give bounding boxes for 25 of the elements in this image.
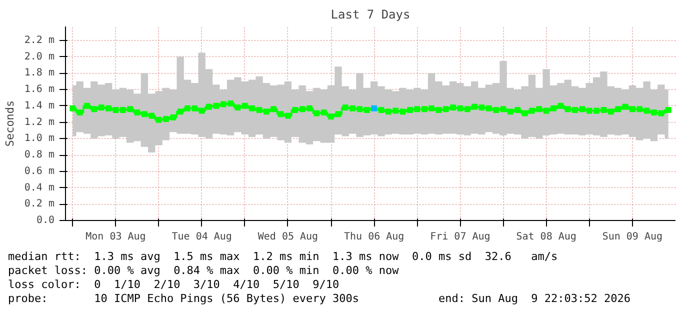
text: probe: 10 ICMP Echo Pings (56 Bytes) every 300s end: Sun Aug 9 22:03:52 2026 [8, 292, 631, 305]
text: loss color: 0 1/10 2/10 3/10 4/10 5/10 9/10 [8, 278, 340, 291]
y-tick-label: 2.2 m [24, 34, 55, 46]
y-tick-label: 2.0 m [24, 51, 55, 62]
text: packet loss: 0.00 % avg 0.84 % max 0.00 % min 0.00 % now [8, 264, 399, 277]
y-tick-label: 1.6 m [24, 84, 55, 96]
y-axis-title: Seconds [3, 100, 16, 147]
y-tick-label: 0.8 m [24, 150, 55, 161]
chart-title: Last 7 Days [330, 8, 410, 22]
y-tick-label: 0.2 m [24, 198, 55, 210]
x-tick-label: Sun 09 Aug [602, 232, 663, 242]
y-tick-label: 1.0 m [24, 133, 55, 144]
x-tick-label: Tue 04 Aug [172, 232, 232, 242]
y-tick-label: 0.0 [36, 215, 54, 226]
x-tick-label: Fri 07 Aug [430, 232, 490, 242]
y-tick-label: 1.8 m [24, 68, 55, 79]
x-tick-label: Mon 03 Aug [86, 232, 146, 242]
y-tick-label: 0.6 m [24, 166, 55, 177]
y-tick-label: 1.2 m [24, 116, 55, 128]
x-tick-label: Sat 08 Aug [516, 232, 576, 242]
x-tick-label: Thu 06 Aug [344, 232, 404, 242]
y-tick-label: 0.4 m [24, 182, 55, 194]
x-tick-label: Wed 05 Aug [258, 232, 318, 242]
text: median rtt: 1.3 ms avg 1.5 ms max 1.2 ms min 1.3 ms now 0.0 ms sd 32.6 am/s [8, 250, 558, 263]
y-tick-label: 1.4 m [24, 100, 55, 112]
